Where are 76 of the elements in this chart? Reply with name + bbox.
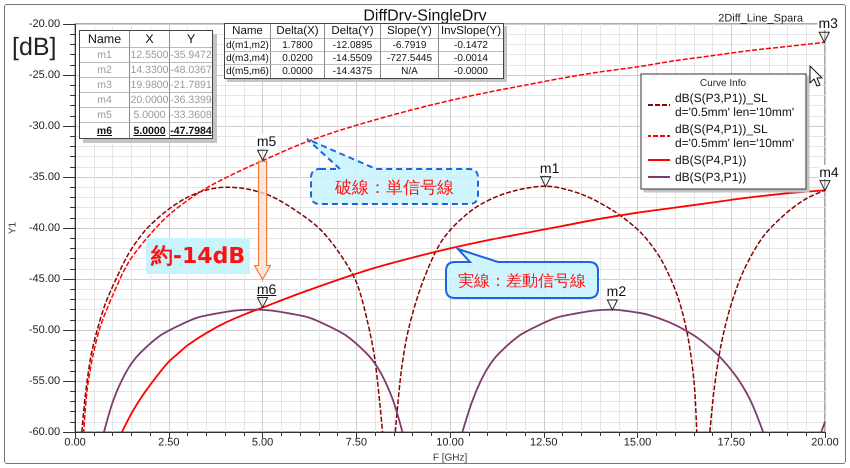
annotation: 1.7800 <box>271 39 325 52</box>
annotation: m6 <box>256 280 278 297</box>
annotation: 20.0000 <box>130 93 170 108</box>
y-tick-label: -55.00 <box>28 375 60 387</box>
annotation: -48.0367 <box>170 63 212 78</box>
y-tick-label: -35.00 <box>28 171 60 183</box>
annotation: InvSlope(Y) <box>439 24 503 39</box>
annotation: d(m1,m2) <box>225 39 271 52</box>
annotation: Delta(Y) <box>325 24 381 39</box>
y-tick-label: -45.00 <box>28 273 60 285</box>
annotation: 0.0200 <box>271 52 325 65</box>
y-tick-label: -20.00 <box>28 18 60 30</box>
annotation: -14.5509 <box>325 52 381 65</box>
annotation: m2 <box>606 282 628 299</box>
x-tick-label: 5.00 <box>252 436 274 448</box>
annotation: m3 <box>818 15 839 32</box>
y-tick-label: -25.00 <box>28 69 60 81</box>
annotation: -47.7984 <box>170 124 212 138</box>
x-tick-label: 0.00 <box>64 436 86 448</box>
annotation: 約-14dB <box>146 238 250 274</box>
annotation: 実線：差動信号線 <box>458 271 586 290</box>
chart-subtitle: 2Diff_Line_Spara <box>718 12 804 24</box>
annotation: m5 <box>80 108 130 123</box>
y-tick-label: -30.00 <box>28 120 60 132</box>
annotation: m1 <box>538 160 560 176</box>
y-axis-title: Y1 <box>8 221 18 234</box>
annotation: 5.0000 <box>130 108 170 123</box>
annotation: N/A <box>381 65 439 78</box>
annotation: Name <box>225 24 271 39</box>
annotation: Name <box>80 31 130 48</box>
annotation: -12.0895 <box>325 39 381 52</box>
legend-label: dB(S(P3,P1)) <box>675 170 746 184</box>
x-tick-label: 17.50 <box>717 436 746 448</box>
annotation: Slope(Y) <box>381 24 439 39</box>
x-tick-label: 10.00 <box>436 436 464 448</box>
legend-label: dB(S(P4,P1)) <box>675 153 746 167</box>
annotation: 0.0000 <box>271 65 325 78</box>
annotation: -36.3399 <box>170 93 212 108</box>
annotation: -6.7919 <box>381 39 439 52</box>
annotation: m3 <box>80 78 130 93</box>
annotation: -0.0014 <box>439 52 503 65</box>
annotation: -14.4375 <box>325 65 381 78</box>
x-axis-title: F [GHz] <box>432 452 468 464</box>
annotation: 19.9800 <box>130 78 170 93</box>
annotation: -35.9472 <box>170 48 212 63</box>
annotation: -727.5445 <box>381 52 439 65</box>
annotation: Y <box>170 31 212 48</box>
x-tick-label: 2.50 <box>158 436 180 448</box>
text: [dB] <box>12 33 56 61</box>
annotation: d(m3,m4) <box>225 52 271 65</box>
x-tick-label: 20.00 <box>811 436 839 448</box>
x-tick-label: 7.50 <box>346 436 368 448</box>
annotation: X <box>130 31 170 48</box>
annotation: 破線：単信号線 <box>334 178 454 198</box>
annotation: m1 <box>80 48 130 63</box>
annotation: 5.0000 <box>130 123 170 138</box>
y-tick-label: -50.00 <box>28 324 60 336</box>
annotation: 14.3300 <box>130 63 170 78</box>
annotation: -33.3608 <box>170 108 212 123</box>
annotation: -0.0000 <box>453 65 489 78</box>
annotation: -21.7891 <box>170 78 212 93</box>
annotation: Delta(X) <box>271 24 325 39</box>
annotation: -0.1472 <box>439 39 503 52</box>
annotation: m6 <box>80 123 130 138</box>
y-tick-label: -40.00 <box>28 222 60 234</box>
y-tick-label: -60.00 <box>28 426 60 438</box>
annotation: d(m5,m6) <box>225 65 271 78</box>
annotation: 12.5500 <box>130 48 170 63</box>
legend-title: Curve Info <box>700 78 746 89</box>
annotation: m4 <box>80 93 130 108</box>
x-tick-label: 15.00 <box>624 436 652 448</box>
annotation: m4 <box>818 164 840 180</box>
chart-title: DiffDrv-SingleDrv <box>363 8 487 24</box>
x-tick-label: 12.50 <box>530 436 558 448</box>
annotation: m5 <box>256 133 278 150</box>
annotation: m2 <box>80 63 130 78</box>
